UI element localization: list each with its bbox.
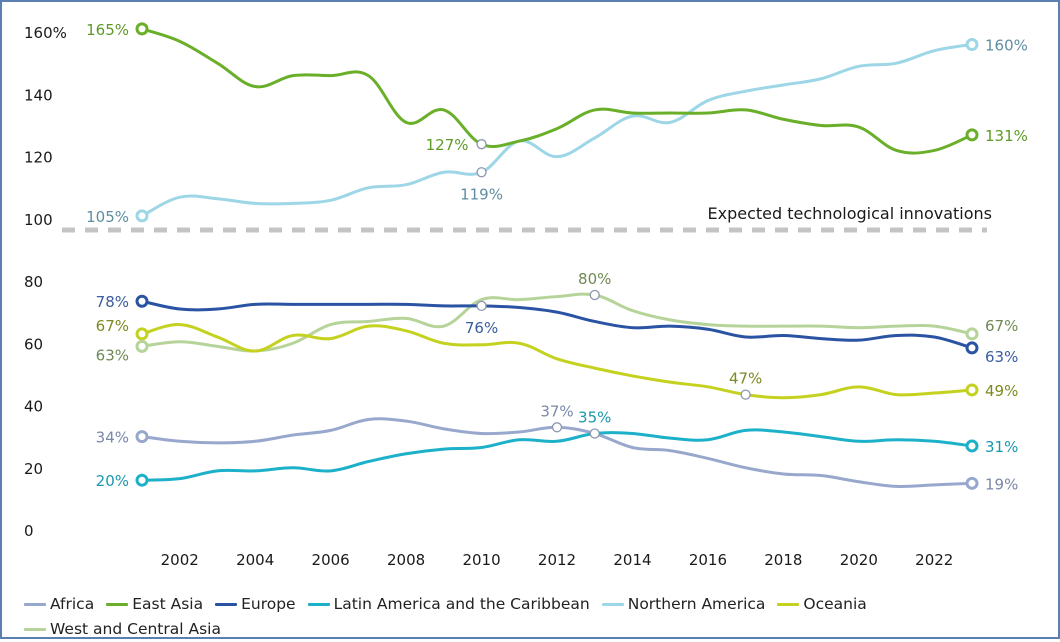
legend-label: Northern America (627, 595, 766, 613)
y-tick-label: 80 (24, 273, 43, 291)
point-label-northern-america: 105% (86, 208, 129, 226)
point-marker-east-asia (476, 139, 487, 150)
y-tick-label: 120 (24, 149, 53, 167)
point-label-west-and-central-asia: 67% (985, 317, 1018, 335)
legend-swatch (106, 603, 129, 606)
legend-label: East Asia (132, 595, 204, 613)
series-line-west-and-central-asia (140, 292, 974, 353)
point-label-east-asia: 131% (985, 127, 1028, 145)
x-tick-label: 2004 (236, 551, 274, 569)
point-label-oceania: 67% (96, 317, 129, 335)
y-tick-label: 60 (24, 335, 43, 353)
point-marker-northern-america (476, 167, 487, 178)
legend-label: Oceania (803, 595, 867, 613)
legend-label: Europe (241, 595, 296, 613)
legend-item-northern-america: Northern America (601, 592, 766, 617)
x-axis: 2002 2004 2006 2008 2010 2012 2014 2016 2018 2020… (161, 551, 954, 569)
legend-item-west-and-central-asia: West and Central Asia (24, 617, 221, 642)
point-marker-west-and-central-asia (135, 339, 149, 353)
point-label-africa: 34% (96, 429, 129, 447)
series-line-oceania (140, 323, 974, 400)
point-label-west-and-central-asia: 63% (96, 346, 129, 364)
legend: Africa East Asia Europe Latin America and t… (24, 592, 1014, 642)
point-label-europe: 63% (985, 348, 1018, 366)
point-label-west-and-central-asia: 80% (578, 270, 611, 288)
x-tick-label: 2022 (915, 551, 953, 569)
point-marker-latin-america-and-the-caribbean (589, 428, 600, 439)
series-markers (135, 22, 979, 490)
point-marker-africa (551, 422, 563, 433)
point-label-northern-america: 119% (460, 185, 503, 203)
series-line-northern-america (140, 42, 974, 218)
point-label-africa: 19% (985, 475, 1018, 493)
legend-swatch (24, 628, 46, 631)
divider-label: Expected technological innovations (708, 204, 992, 223)
point-marker-latin-america-and-the-caribbean (135, 473, 149, 487)
point-marker-oceania (965, 383, 979, 397)
point-label-oceania: 47% (729, 370, 762, 388)
legend-item-latin-america-and-the-caribbean: Latin America and the Caribbean (307, 592, 590, 617)
legend-swatch (307, 603, 330, 606)
x-tick-label: 2002 (161, 551, 199, 569)
legend-swatch (24, 603, 46, 606)
x-tick-label: 2020 (840, 551, 878, 569)
x-tick-label: 2006 (312, 551, 350, 569)
series-line-latin-america-and-the-caribbean (140, 428, 974, 482)
point-label-latin-america-and-the-caribbean: 20% (96, 472, 129, 490)
point-label-europe: 78% (96, 293, 129, 311)
point-marker-africa (135, 430, 149, 444)
legend-swatch (777, 603, 800, 606)
series-line-europe (140, 299, 974, 350)
legend-item-east-asia: East Asia (106, 592, 203, 617)
legend-swatch (601, 603, 624, 606)
y-tick-label: 0 (24, 522, 34, 540)
point-marker-latin-america-and-the-caribbean (965, 439, 979, 453)
legend-item-oceania: Oceania (777, 592, 867, 617)
point-marker-northern-america (965, 37, 979, 51)
point-marker-west-and-central-asia (965, 327, 979, 341)
x-tick-label: 2012 (538, 551, 576, 569)
legend-label: Latin America and the Caribbean (333, 595, 590, 613)
point-marker-northern-america (135, 209, 149, 223)
legend-item-europe: Europe (215, 592, 296, 617)
legend-label: West and Central Asia (50, 620, 221, 638)
point-marker-europe (135, 294, 149, 308)
point-label-africa: 37% (540, 402, 573, 420)
y-tick-label: 100 (24, 211, 53, 229)
point-marker-oceania (135, 327, 149, 341)
x-tick-label: 2016 (689, 551, 727, 569)
x-tick-label: 2018 (764, 551, 802, 569)
series-line-east-asia (140, 27, 974, 155)
y-tick-label: 160% (24, 24, 67, 42)
point-marker-europe (965, 341, 979, 355)
point-label-east-asia: 127% (426, 136, 469, 154)
legend-label: Africa (50, 595, 95, 613)
x-tick-label: 2008 (387, 551, 425, 569)
y-axis-upper: 100 120 140 160% (24, 24, 67, 229)
point-label-northern-america: 160% (985, 36, 1028, 54)
point-marker-africa (965, 476, 979, 490)
point-marker-europe (476, 300, 487, 312)
x-tick-label: 2010 (462, 551, 500, 569)
point-marker-west-and-central-asia (589, 289, 600, 301)
y-tick-label: 140 (24, 86, 53, 104)
point-label-europe: 76% (465, 319, 498, 337)
legend-swatch (215, 603, 238, 606)
point-marker-oceania (740, 389, 751, 400)
point-label-latin-america-and-the-caribbean: 35% (578, 409, 611, 427)
legend-item-africa: Africa (24, 592, 94, 617)
point-label-latin-america-and-the-caribbean: 31% (985, 438, 1018, 456)
point-marker-east-asia (135, 22, 149, 36)
point-label-east-asia: 165% (86, 21, 129, 39)
x-tick-label: 2014 (613, 551, 651, 569)
point-label-oceania: 49% (985, 382, 1018, 400)
line-chart: 100 120 140 160% 0 20 40 60 80 2002 2004 2006 2008… (24, 21, 1028, 569)
point-labels: 34% 37% 19% 165% 127% 131% 78% 76% 63% 20% 35% 31% 1… (86, 21, 1028, 493)
y-axis-lower: 0 20 40 60 80 (24, 273, 43, 540)
y-tick-label: 20 (24, 460, 43, 478)
point-marker-east-asia (965, 128, 979, 142)
y-tick-label: 40 (24, 398, 43, 416)
